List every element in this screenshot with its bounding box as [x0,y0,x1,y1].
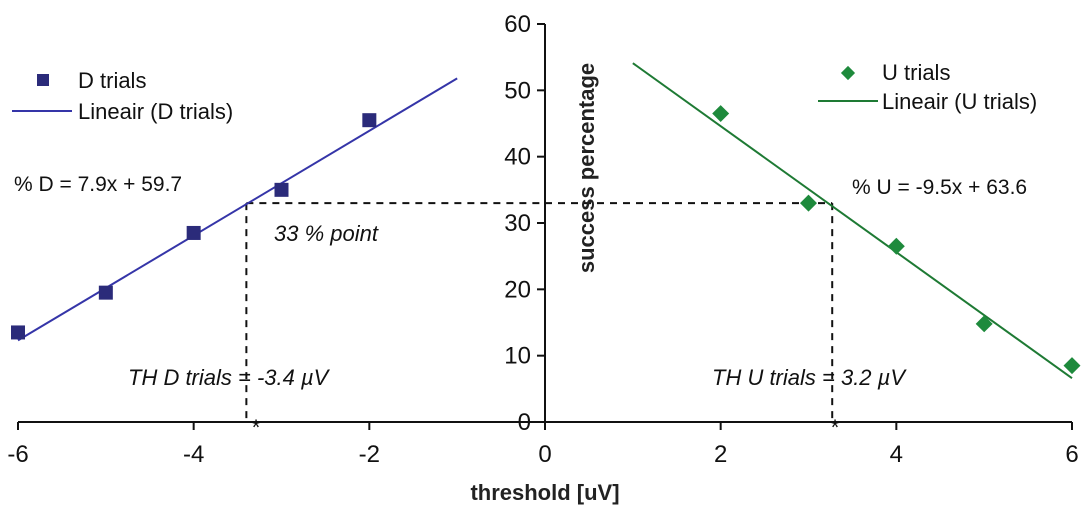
x-tick-label: 0 [538,441,551,468]
y-axis-title: success percentage [574,63,599,273]
legend-d-trend-label: Lineair (D trials) [78,99,233,124]
threshold-d-label: TH D trials = -3.4 µV [128,365,331,390]
equation-d: % D = 7.9x + 59.7 [14,173,182,196]
data-point-u [887,237,905,255]
point-label: 33 % point [274,221,379,246]
legend-u: U trials Lineair (U trials) [818,60,1037,114]
data-point-d [274,182,289,197]
y-tick-label: 40 [504,144,531,171]
y-tick-label: 10 [504,343,531,370]
data-point-d [362,113,377,128]
legend-u-marker [840,65,856,81]
legend-u-trend-label: Lineair (U trials) [882,89,1037,114]
x-tick-label: 6 [1065,441,1078,468]
x-tick-label: 2 [714,441,727,468]
data-point-d [11,325,25,340]
legend-d-marker [37,74,49,86]
equation-u: % U = -9.5x + 63.6 [852,176,1027,199]
data-points [11,105,1081,375]
data-point-d [186,225,201,240]
y-tick-label: 0 [518,409,531,436]
y-tick-label: 20 [504,276,531,303]
x-tick-label: -4 [183,441,204,468]
x-tick-label: -2 [359,441,380,468]
y-tick-label: 60 [504,11,531,38]
y-tick-label: 30 [504,210,531,237]
legend-d-label: D trials [78,68,146,93]
legend-u-label: U trials [882,60,950,85]
x-tick-label: 4 [890,441,903,468]
data-point-d [98,285,113,300]
axes [17,23,1073,430]
data-point-u [800,194,817,212]
y-tick-label: 50 [504,77,531,104]
trendlines [17,62,1073,380]
trendline-d [17,77,458,342]
data-point-u [975,315,993,333]
legend-d: D trials Lineair (D trials) [12,68,233,124]
x-axis-title: threshold [uV] [470,480,619,505]
trendline-u [632,62,1073,380]
x-tick-label: -6 [7,441,28,468]
data-point-u [1063,357,1081,375]
threshold-u-label: TH U trials = 3.2 µV [712,365,907,390]
threshold-d-marker: * [252,415,261,440]
data-point-u [712,105,730,123]
reference-lines [245,202,834,422]
threshold-u-marker: * [831,415,840,440]
